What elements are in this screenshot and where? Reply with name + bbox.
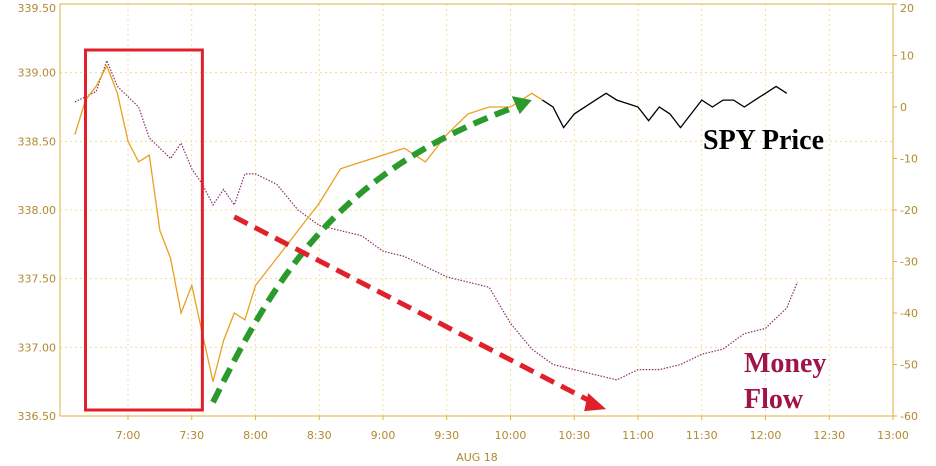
x-tick-label: 10:00 (495, 429, 527, 442)
annotations: SPY Price Money Flow (84, 48, 826, 415)
y-left-tick-label: 339.00 (18, 67, 57, 80)
x-tick-label: 9:30 (434, 429, 459, 442)
y-left-tick-label: 338.00 (18, 204, 57, 217)
x-tick-label: 11:30 (686, 429, 718, 442)
x-tick-label: 8:30 (307, 429, 332, 442)
money-flow-label-line2: Flow (744, 384, 804, 415)
y-right-tick-label: -40 (900, 307, 918, 320)
y-right-tick-label: 10 (900, 50, 914, 63)
y-right-tick-label: -20 (900, 204, 918, 217)
y-right-tick-label: -50 (900, 359, 918, 372)
x-tick-label: 8:00 (243, 429, 268, 442)
x-tick-label: 12:30 (813, 429, 845, 442)
y-right-tick-label: -10 (900, 153, 918, 166)
x-tick-label: 9:00 (371, 429, 396, 442)
y-left-tick-label: 337.50 (18, 273, 57, 286)
spy-price-label: SPY Price (703, 125, 824, 156)
y-left-tick-label: 337.00 (18, 341, 57, 354)
y-left-tick-label: 339.50 (18, 2, 57, 15)
green-arrow-head (511, 96, 532, 115)
red-arrow-head (584, 393, 607, 412)
x-tick-label: 10:30 (558, 429, 590, 442)
highlight-box (84, 48, 204, 412)
y-right-tick-label: 20 (900, 2, 914, 15)
right-axis-ticks: -60 -50 -40 -30 -20 -10 0 10 20 (893, 2, 918, 423)
x-tick-label: 13:00 (877, 429, 909, 442)
red-arrow (233, 214, 596, 406)
money-flow-series (74, 58, 798, 381)
x-tick-label: 11:00 (622, 429, 654, 442)
x-tick-label: 12:00 (750, 429, 782, 442)
y-left-tick-label: 338.50 (18, 135, 57, 148)
y-right-tick-label: -60 (900, 410, 918, 423)
x-tick-label: 7:00 (116, 429, 141, 442)
money-flow-label-line1: Money (744, 348, 826, 379)
spy-price-line-later (542, 85, 788, 129)
spy-price-line-open (74, 64, 543, 382)
y-right-tick-label: 0 (900, 101, 907, 114)
y-left-tick-label: 336.50 (18, 410, 57, 423)
green-arrow (210, 103, 519, 404)
left-axis-ticks: 336.50 337.00 337.50 338.00 338.50 339.00 339.… (18, 2, 57, 423)
money-flow-line (74, 58, 798, 381)
spy-price-series (74, 64, 788, 382)
x-tick-label: 7:30 (179, 429, 204, 442)
y-right-tick-label: -30 (900, 256, 918, 269)
x-axis-ticks: 7:00 7:30 8:00 8:30 9:00 9:30 10:00 10:30 11:00 1… (116, 416, 909, 442)
date-label: AUG 18 (456, 451, 498, 464)
